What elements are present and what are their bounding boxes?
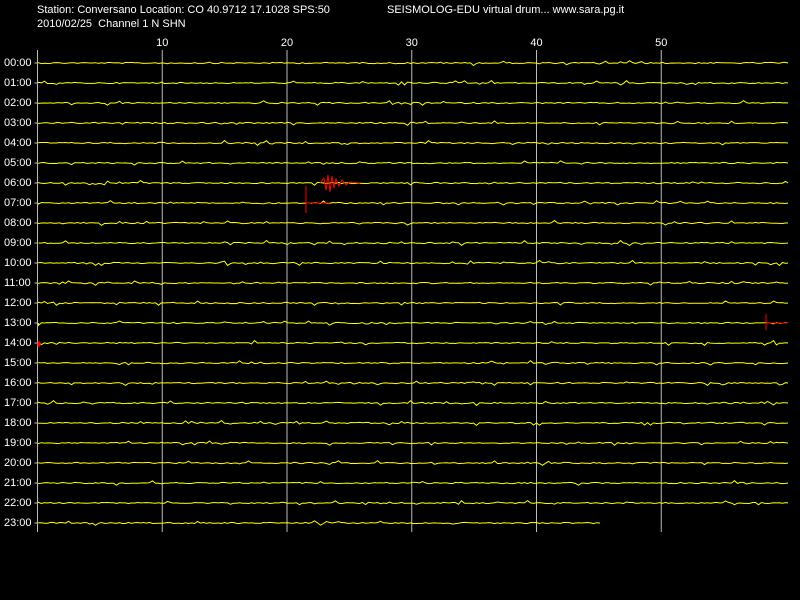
row-label: 13:00 — [4, 317, 32, 329]
row-label: 10:00 — [4, 257, 32, 269]
station-info: Station: Conversano Location: CO 40.9712… — [37, 4, 330, 16]
traces — [38, 60, 789, 526]
program-info: SEISMOLOG-EDU virtual drum... www.sara.p… — [387, 4, 624, 16]
x-tick-label: 30 — [406, 37, 418, 49]
row-label: 22:00 — [4, 497, 32, 509]
row-label: 11:00 — [4, 277, 31, 289]
trace — [38, 60, 789, 67]
trace — [38, 259, 789, 267]
seismic-event — [319, 174, 361, 193]
trace — [38, 139, 789, 146]
row-label: 16:00 — [4, 377, 32, 389]
event-markers — [37, 174, 788, 347]
row-label: 04:00 — [4, 137, 32, 149]
trace — [38, 440, 789, 446]
grid: 10 20 30 40 50 00:00 01:00 02:00 03:00 04:00 05:00… — [4, 37, 667, 532]
row-label: 02:00 — [4, 97, 32, 109]
trace — [38, 339, 789, 346]
trace — [38, 399, 789, 407]
trace — [38, 520, 600, 526]
row-label: 14:00 — [4, 337, 32, 349]
row-label: 20:00 — [4, 457, 32, 469]
row-label: 01:00 — [4, 77, 32, 89]
trace — [38, 200, 789, 206]
x-tick-label: 10 — [156, 37, 168, 49]
row-label: 00:00 — [4, 57, 32, 69]
row-label: 06:00 — [4, 177, 32, 189]
trace — [38, 320, 789, 327]
event-marker — [37, 341, 41, 347]
trace — [38, 380, 789, 387]
row-label: 09:00 — [4, 237, 32, 249]
trace — [38, 120, 789, 127]
trace — [38, 480, 789, 486]
row-label: 07:00 — [4, 197, 32, 209]
row-label: 19:00 — [4, 437, 32, 449]
x-tick-label: 40 — [530, 37, 542, 49]
row-label: 21:00 — [4, 477, 32, 489]
trace — [38, 179, 789, 186]
trace — [38, 280, 789, 286]
trace — [38, 160, 789, 166]
x-tick-label: 50 — [655, 37, 667, 49]
row-label: 17:00 — [4, 397, 32, 409]
date-channel: 2010/02/25 Channel 1 N SHN — [37, 18, 186, 30]
row-label: 15:00 — [4, 357, 32, 369]
trace — [38, 79, 789, 86]
row-label: 23:00 — [4, 517, 32, 529]
trace — [38, 459, 789, 466]
row-label: 03:00 — [4, 117, 32, 129]
trace — [38, 359, 789, 366]
row-label: 18:00 — [4, 417, 32, 429]
row-label: 12:00 — [4, 297, 32, 309]
x-tick-label: 20 — [281, 37, 293, 49]
trace — [38, 99, 789, 106]
row-label: 05:00 — [4, 157, 32, 169]
trace — [38, 300, 789, 306]
row-label: 08:00 — [4, 217, 32, 229]
trace — [38, 239, 789, 247]
trace — [38, 499, 789, 506]
trace — [38, 219, 788, 227]
trace — [38, 419, 789, 427]
